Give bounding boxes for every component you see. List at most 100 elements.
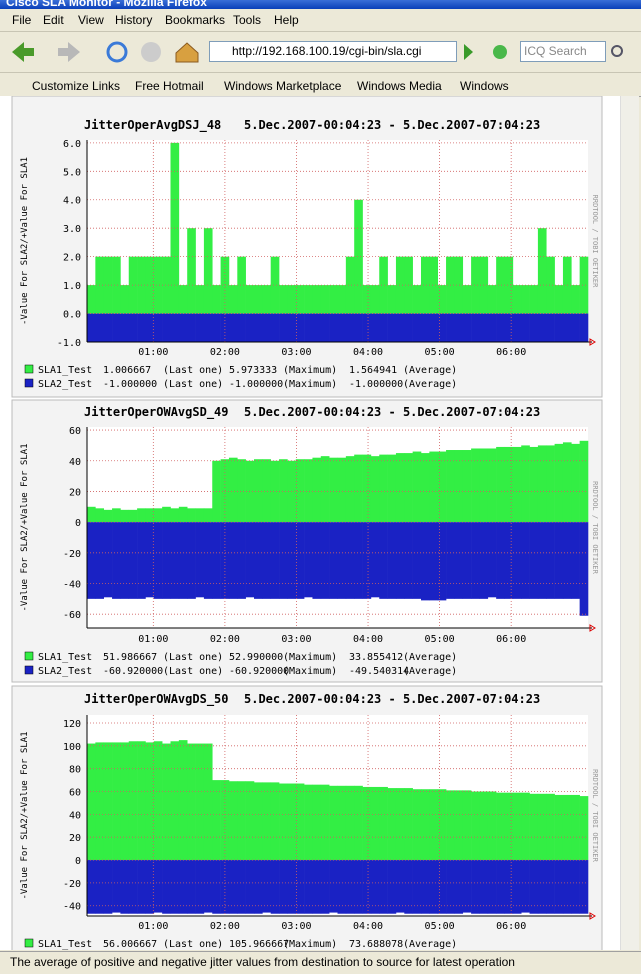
area-step: [153, 508, 163, 523]
legend-stat-label: (Maximum): [283, 939, 337, 950]
legend-stat: -1.000000: [229, 379, 283, 390]
y-tick-label: 80: [69, 765, 81, 776]
area-step: [446, 860, 455, 914]
area-step: [479, 791, 489, 861]
bookmark[interactable]: Customize Links: [32, 79, 121, 93]
title-bar: Cisco SLA Monitor - Mozilla Firefox: [0, 0, 641, 9]
area-step: [279, 860, 288, 914]
nav-icons: [12, 41, 623, 63]
area-step: [128, 509, 138, 523]
menu-item[interactable]: History: [115, 13, 153, 27]
area-step: [170, 741, 180, 861]
area-step: [546, 793, 555, 861]
legend-stat: -49.540314: [349, 666, 409, 677]
area-step: [387, 860, 397, 914]
home-button[interactable]: [175, 42, 199, 63]
area-step: [579, 522, 589, 616]
x-tick-label: 03:00: [281, 634, 311, 645]
area-step: [421, 522, 430, 601]
bookmark[interactable]: Windows Marketplace: [224, 79, 342, 93]
area-step: [345, 313, 355, 342]
area-step: [279, 285, 288, 314]
area-step: [471, 313, 480, 342]
menu-item[interactable]: Bookmarks: [165, 13, 226, 27]
area-step: [370, 313, 380, 342]
area-step: [270, 782, 280, 861]
area-step: [103, 522, 113, 598]
menu-item[interactable]: File: [12, 13, 32, 27]
area-step: [145, 742, 155, 861]
area-step: [337, 522, 347, 599]
stop-button[interactable]: [141, 42, 161, 62]
area-step: [87, 743, 96, 861]
go-button[interactable]: [464, 44, 473, 60]
area-step: [537, 445, 547, 523]
area-step: [512, 446, 522, 523]
url-bar[interactable]: http://192.168.100.19/cgi-bin/sla.cgi: [209, 41, 457, 62]
reload-button[interactable]: [106, 41, 128, 63]
area-step: [521, 792, 530, 861]
area-step: [462, 313, 472, 342]
y-axis-label: -Value For SLA2/+Value For SLA1: [20, 157, 30, 325]
area-step: [87, 506, 96, 523]
area-step: [379, 786, 388, 861]
area-step: [496, 446, 505, 523]
area-step: [153, 313, 163, 342]
y-tick-label: 3.0: [63, 224, 81, 235]
area-step: [195, 860, 205, 914]
area-step: [437, 860, 447, 914]
area-step: [295, 860, 305, 914]
area-step: [345, 522, 355, 599]
search-engine-icon[interactable]: [493, 45, 507, 59]
menu-item[interactable]: View: [78, 13, 104, 27]
area-step: [521, 445, 530, 523]
search-button[interactable]: [611, 45, 623, 57]
area-step: [254, 459, 263, 523]
area-step: [462, 860, 472, 913]
area-step: [504, 522, 514, 599]
search-box[interactable]: ICQ Search: [520, 41, 606, 62]
area-step: [312, 860, 322, 914]
area-step: [237, 522, 246, 599]
area-step: [421, 256, 430, 314]
area-step: [370, 456, 380, 523]
area-step: [187, 860, 196, 914]
area-step: [245, 313, 255, 342]
area-step: [245, 860, 255, 914]
area-step: [279, 313, 288, 342]
area-step: [454, 450, 464, 523]
area-step: [337, 285, 347, 314]
area-step: [279, 783, 288, 861]
window-title: Cisco SLA Monitor - Mozilla Firefox: [6, 0, 207, 9]
area-step: [487, 285, 497, 314]
bookmark[interactable]: Windows Media: [357, 79, 442, 93]
bookmark[interactable]: Free Hotmail: [135, 79, 204, 93]
menu-item[interactable]: Edit: [43, 13, 64, 27]
forward-button[interactable]: [58, 42, 80, 62]
legend-stat: -1.000000: [349, 379, 403, 390]
area-step: [203, 860, 213, 913]
area-step: [203, 743, 213, 861]
menu-item[interactable]: Tools: [233, 13, 262, 27]
area-step: [529, 285, 539, 314]
watermark: RRDTOOL / TOBI OETIKER: [591, 481, 599, 575]
area-step: [462, 790, 472, 861]
area-step: [237, 256, 246, 314]
area-step: [178, 522, 188, 599]
area-step: [112, 256, 121, 314]
area-step: [554, 285, 564, 314]
y-tick-label: -20: [63, 879, 81, 890]
area-step: [345, 456, 355, 523]
area-step: [162, 522, 171, 599]
menu-item[interactable]: Help: [274, 13, 299, 27]
back-button[interactable]: [12, 42, 34, 62]
area-step: [421, 313, 430, 342]
scrollbar[interactable]: [620, 96, 639, 950]
bookmark[interactable]: Windows: [460, 79, 509, 93]
legend-stat-label: (Maximum): [283, 666, 337, 677]
area-step: [203, 228, 213, 314]
area-step: [496, 522, 505, 599]
area-step: [537, 228, 547, 314]
area-step: [454, 313, 464, 342]
